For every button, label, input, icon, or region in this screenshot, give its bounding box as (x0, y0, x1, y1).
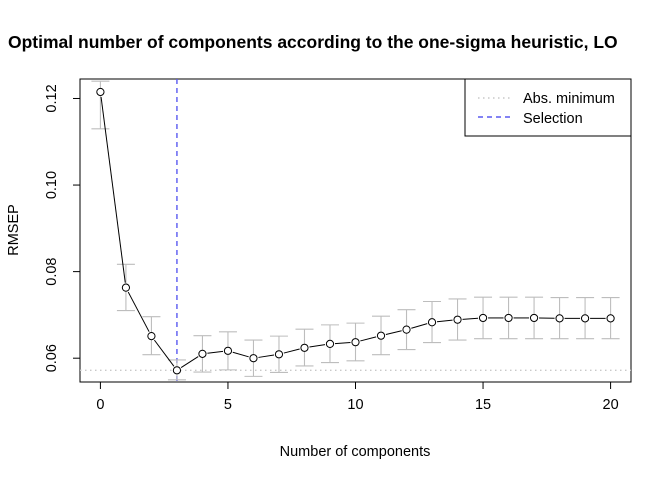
data-point (223, 346, 233, 355)
legend-selection-label: Selection (523, 111, 583, 127)
data-point (402, 325, 411, 334)
data-point (249, 354, 258, 363)
y-tick-label: 0.06 (44, 344, 60, 372)
x-tick-label: 5 (224, 397, 232, 413)
series-line-segment (232, 351, 249, 358)
data-point (427, 318, 437, 327)
series-line-segment (334, 342, 351, 345)
series-line-segment (207, 350, 224, 354)
legend-abs-minimum-label: Abs. minimum (523, 91, 615, 107)
data-point (606, 314, 615, 323)
data-point (478, 313, 488, 323)
x-tick-label: 0 (96, 397, 104, 413)
x-tick-label: 20 (603, 397, 619, 413)
x-tick-label: 15 (475, 397, 491, 413)
y-axis-label: RMSEP (6, 204, 22, 256)
data-point (376, 331, 386, 340)
data-point (453, 315, 462, 324)
series-line-segment (127, 291, 150, 332)
series-line-segment (180, 356, 199, 369)
y-tick-label: 0.10 (44, 171, 60, 199)
data-point (147, 332, 156, 341)
series-line-segment (154, 339, 175, 367)
chart-title: Optimal number of components according t… (8, 32, 618, 52)
data-point (300, 343, 309, 352)
series-line-segment (385, 330, 402, 336)
data-point (325, 339, 335, 349)
y-tick-label: 0.12 (44, 84, 60, 112)
x-tick-label: 10 (347, 397, 363, 413)
series-line-segment (462, 317, 479, 320)
data-point (580, 314, 590, 323)
series-line-segment (360, 336, 377, 342)
data-point (198, 349, 207, 358)
data-point (555, 314, 564, 323)
data-point (96, 87, 105, 97)
data-point (529, 313, 539, 323)
data-point (121, 283, 131, 292)
series-line-segment (436, 319, 453, 323)
y-tick-label: 0.08 (44, 258, 60, 286)
data-point (274, 350, 284, 359)
series-line-segment (411, 323, 428, 329)
data-point (351, 338, 360, 347)
legend: Abs. minimum Selection (464, 78, 632, 137)
data-point (504, 313, 513, 323)
series-line-segment (309, 344, 326, 348)
series-line-segment (283, 348, 300, 354)
data-point (172, 366, 182, 375)
x-axis-label: Number of components (280, 444, 431, 460)
legend-box (464, 78, 632, 137)
series-line-segment (100, 96, 126, 283)
series-line-segment (258, 354, 275, 358)
